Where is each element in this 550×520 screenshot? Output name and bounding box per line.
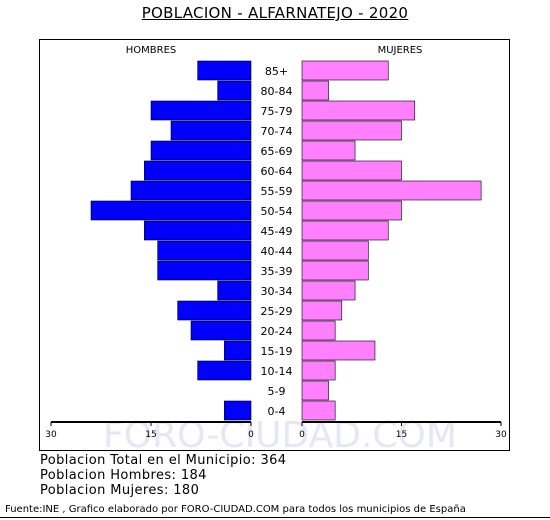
tick-label-women-0: 0 [299,430,305,440]
bar-men-85+ [197,60,252,81]
bar-women-25-29 [301,300,343,321]
bar-women-55-59 [301,180,482,201]
men-side-label: HOMBRES [126,45,177,56]
bar-men-45-49 [144,220,252,241]
bar-men-50-54 [90,200,252,221]
source-note: Fuente:INE , Grafico elaborado por FORO-… [5,504,466,515]
bar-women-85+ [301,60,389,81]
age-label-85+: 85+ [265,65,288,78]
bottom-rule [0,517,550,518]
bar-men-10-14 [197,360,252,381]
bar-men-25-29 [177,300,252,321]
chart-title: POBLACION - ALFARNATEJO - 2020 [141,4,409,22]
age-label-25-29: 25-29 [261,305,293,318]
age-label-10-14: 10-14 [261,365,293,378]
bar-men-0-4 [224,400,252,421]
bars-group [90,60,482,421]
age-label-35-39: 35-39 [261,265,293,278]
bar-women-15-19 [301,340,376,361]
tick-label-women-15: 15 [396,430,407,440]
age-label-45-49: 45-49 [261,225,293,238]
bar-women-80-84 [301,80,329,101]
age-label-5-9: 5-9 [268,385,286,398]
bar-women-35-39 [301,260,369,281]
bar-men-80-84 [217,80,252,101]
bar-women-20-24 [301,320,336,341]
age-label-80-84: 80-84 [261,85,293,98]
bar-men-35-39 [157,260,252,281]
age-label-65-69: 65-69 [261,145,293,158]
age-label-70-74: 70-74 [261,125,293,138]
bar-men-40-44 [157,240,252,261]
bar-men-60-64 [144,160,252,181]
bar-women-45-49 [301,220,389,241]
bar-men-55-59 [130,180,252,201]
tick-label-women-30: 30 [495,430,507,440]
bar-women-5-9 [301,380,329,401]
bar-women-10-14 [301,360,336,381]
bar-men-75-79 [150,100,252,121]
age-label-15-19: 15-19 [261,345,293,358]
bar-men-70-74 [170,120,252,141]
tick-label-men-30: 30 [45,430,57,440]
age-label-55-59: 55-59 [261,185,293,198]
chart-frame: HOMBRES MUJERES FORO-CIUDAD.COM 85+ 80-84… [39,39,510,452]
bar-men-15-19 [224,340,252,361]
bar-women-30-34 [301,280,356,301]
bar-men-30-34 [217,280,252,301]
age-labels-group: 85+ 80-84 75-79 70-74 65-69 60-64 55-59 50-54 45… [261,65,293,418]
age-label-30-34: 30-34 [261,285,293,298]
age-label-40-44: 40-44 [261,245,293,258]
age-label-0-4: 0-4 [268,405,286,418]
population-total: Poblacion Total en el Municipio: 364 [40,453,287,468]
age-label-75-79: 75-79 [261,105,293,118]
population-men: Poblacion Hombres: 184 [40,468,207,483]
age-label-60-64: 60-64 [261,165,293,178]
bar-women-60-64 [301,160,402,181]
age-label-20-24: 20-24 [261,325,293,338]
women-side-label: MUJERES [378,45,423,56]
age-label-50-54: 50-54 [261,205,293,218]
bar-men-20-24 [190,320,252,341]
bar-men-65-69 [150,140,252,161]
axes-group: 30 15 0 0 15 30 [45,421,507,440]
bar-women-40-44 [301,240,369,261]
population-pyramid: HOMBRES MUJERES FORO-CIUDAD.COM 85+80-84… [45,45,507,452]
tick-label-men-0: 0 [248,430,254,440]
bar-women-65-69 [301,140,356,161]
bar-women-70-74 [301,120,402,141]
bar-women-75-79 [301,100,416,121]
tick-label-men-15: 15 [145,430,156,440]
bar-women-0-4 [301,400,336,421]
population-women: Poblacion Mujeres: 180 [40,483,200,498]
bar-women-50-54 [301,200,402,221]
